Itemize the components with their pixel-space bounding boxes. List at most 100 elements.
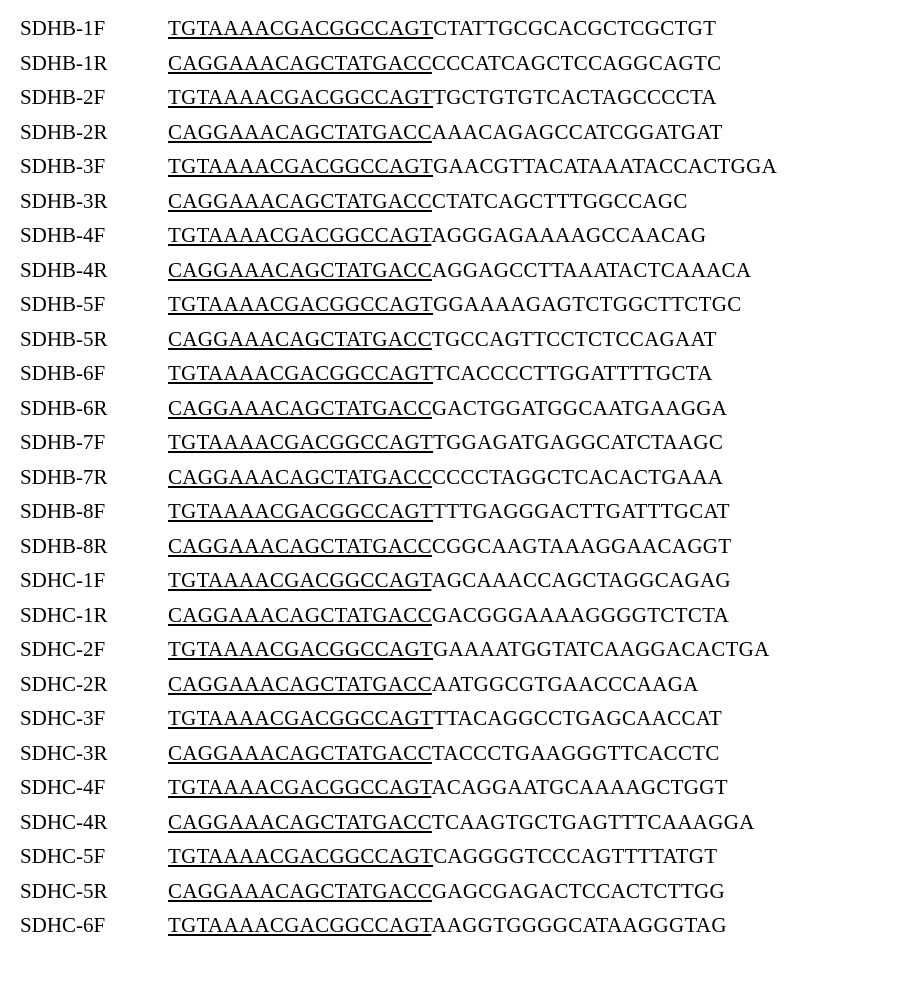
- primer-row: SDHB-1RCAGGAAACAGCTATGACCCCCATCAGCTCCAGG…: [20, 53, 887, 74]
- sequence-suffix: AAACAGAGCCATCGGATGAT: [432, 120, 723, 144]
- sequence-suffix: GAGCGAGACTCCACTCTTGG: [432, 879, 725, 903]
- sequence-prefix: TGTAAAACGACGGCCAGT: [168, 775, 431, 799]
- primer-label: SDHB-6R: [20, 398, 168, 419]
- sequence-suffix: TGCTGTGTCACTAGCCCCTA: [433, 85, 717, 109]
- primer-sequence: CAGGAAACAGCTATGACCAAACAGAGCCATCGGATGAT: [168, 122, 723, 143]
- primer-sequence: TGTAAAACGACGGCCAGTACAGGAATGCAAAAGCTGGT: [168, 777, 728, 798]
- primer-label: SDHB-2R: [20, 122, 168, 143]
- primer-row: SDHC-3RCAGGAAACAGCTATGACCTACCCTGAAGGGTTC…: [20, 743, 887, 764]
- primer-sequence: TGTAAAACGACGGCCAGTCAGGGGTCCCAGTTTTATGT: [168, 846, 717, 867]
- primer-sequence: TGTAAAACGACGGCCAGTAGGGAGAAAAGCCAACAG: [168, 225, 706, 246]
- primer-row: SDHB-3FTGTAAAACGACGGCCAGTGAACGTTACATAAAT…: [20, 156, 887, 177]
- primer-row: SDHB-5RCAGGAAACAGCTATGACCTGCCAGTTCCTCTCC…: [20, 329, 887, 350]
- primer-row: SDHC-4FTGTAAAACGACGGCCAGTACAGGAATGCAAAAG…: [20, 777, 887, 798]
- primer-sequence: TGTAAAACGACGGCCAGTTTTGAGGGACTTGATTTGCAT: [168, 501, 730, 522]
- sequence-suffix: TGCCAGTTCCTCTCCAGAAT: [432, 327, 717, 351]
- sequence-prefix: CAGGAAACAGCTATGACC: [168, 879, 432, 903]
- primer-sequence: TGTAAAACGACGGCCAGTCTATTGCGCACGCTCGCTGT: [168, 18, 716, 39]
- primer-sequence: TGTAAAACGACGGCCAGTTCACCCCTTGGATTTTGCTA: [168, 363, 713, 384]
- primer-label: SDHB-3R: [20, 191, 168, 212]
- primer-sequence: TGTAAAACGACGGCCAGTAGCAAACCAGCTAGGCAGAG: [168, 570, 731, 591]
- sequence-prefix: CAGGAAACAGCTATGACC: [168, 603, 432, 627]
- primer-label: SDHB-4R: [20, 260, 168, 281]
- primer-label: SDHB-1F: [20, 18, 168, 39]
- primer-row: SDHB-3RCAGGAAACAGCTATGACCCTATCAGCTTTGGCC…: [20, 191, 887, 212]
- primer-sequence: CAGGAAACAGCTATGACCCCCCTAGGCTCACACTGAAA: [168, 467, 723, 488]
- sequence-prefix: CAGGAAACAGCTATGACC: [168, 120, 432, 144]
- sequence-prefix: TGTAAAACGACGGCCAGT: [168, 292, 433, 316]
- sequence-prefix: CAGGAAACAGCTATGACC: [168, 327, 432, 351]
- primer-sequence: CAGGAAACAGCTATGACCTGCCAGTTCCTCTCCAGAAT: [168, 329, 717, 350]
- primer-row: SDHB-2FTGTAAAACGACGGCCAGTTGCTGTGTCACTAGC…: [20, 87, 887, 108]
- sequence-prefix: CAGGAAACAGCTATGACC: [168, 810, 432, 834]
- primer-label: SDHB-1R: [20, 53, 168, 74]
- primer-row: SDHC-2RCAGGAAACAGCTATGACCAATGGCGTGAACCCA…: [20, 674, 887, 695]
- primer-row: SDHB-4RCAGGAAACAGCTATGACCAGGAGCCTTAAATAC…: [20, 260, 887, 281]
- sequence-prefix: CAGGAAACAGCTATGACC: [168, 534, 432, 558]
- sequence-prefix: CAGGAAACAGCTATGACC: [168, 672, 432, 696]
- primer-sequence: CAGGAAACAGCTATGACCTCAAGTGCTGAGTTTCAAAGGA: [168, 812, 755, 833]
- primer-row: SDHB-7RCAGGAAACAGCTATGACCCCCCTAGGCTCACAC…: [20, 467, 887, 488]
- primer-sequence: CAGGAAACAGCTATGACCCTATCAGCTTTGGCCAGC: [168, 191, 688, 212]
- primer-row: SDHC-6FTGTAAAACGACGGCCAGTAAGGTGGGGCATAAG…: [20, 915, 887, 936]
- primer-row: SDHB-7FTGTAAAACGACGGCCAGTTGGAGATGAGGCATC…: [20, 432, 887, 453]
- primer-label: SDHC-6F: [20, 915, 168, 936]
- sequence-prefix: TGTAAAACGACGGCCAGT: [168, 844, 433, 868]
- primer-label: SDHB-4F: [20, 225, 168, 246]
- sequence-prefix: TGTAAAACGACGGCCAGT: [168, 568, 431, 592]
- sequence-suffix: GACGGGAAAAGGGGTCTCTA: [432, 603, 729, 627]
- primer-sequence: TGTAAAACGACGGCCAGTAAGGTGGGGCATAAGGGTAG: [168, 915, 727, 936]
- sequence-suffix: CTATTGCGCACGCTCGCTGT: [433, 16, 716, 40]
- sequence-prefix: CAGGAAACAGCTATGACC: [168, 396, 432, 420]
- sequence-suffix: TCAAGTGCTGAGTTTCAAAGGA: [432, 810, 755, 834]
- sequence-suffix: CCCCTAGGCTCACACTGAAA: [432, 465, 723, 489]
- sequence-prefix: TGTAAAACGACGGCCAGT: [168, 499, 433, 523]
- primer-row: SDHB-8FTGTAAAACGACGGCCAGTTTTGAGGGACTTGAT…: [20, 501, 887, 522]
- primer-label: SDHC-3F: [20, 708, 168, 729]
- sequence-suffix: TTTGAGGGACTTGATTTGCAT: [433, 499, 730, 523]
- primer-label: SDHB-8F: [20, 501, 168, 522]
- sequence-prefix: CAGGAAACAGCTATGACC: [168, 741, 432, 765]
- sequence-prefix: CAGGAAACAGCTATGACC: [168, 51, 432, 75]
- primer-label: SDHB-5F: [20, 294, 168, 315]
- primer-sequence: TGTAAAACGACGGCCAGTGGAAAAGAGTCTGGCTTCTGC: [168, 294, 742, 315]
- sequence-suffix: CTATCAGCTTTGGCCAGC: [432, 189, 688, 213]
- primer-row: SDHB-6FTGTAAAACGACGGCCAGTTCACCCCTTGGATTT…: [20, 363, 887, 384]
- primer-sequence: CAGGAAACAGCTATGACCGACGGGAAAAGGGGTCTCTA: [168, 605, 729, 626]
- sequence-prefix: TGTAAAACGACGGCCAGT: [168, 223, 431, 247]
- sequence-prefix: TGTAAAACGACGGCCAGT: [168, 637, 433, 661]
- primer-label: SDHB-2F: [20, 87, 168, 108]
- primer-row: SDHB-4FTGTAAAACGACGGCCAGTAGGGAGAAAAGCCAA…: [20, 225, 887, 246]
- primer-row: SDHC-5RCAGGAAACAGCTATGACCGAGCGAGACTCCACT…: [20, 881, 887, 902]
- primer-sequence: TGTAAAACGACGGCCAGTGAACGTTACATAAATACCACTG…: [168, 156, 777, 177]
- primer-sequence: CAGGAAACAGCTATGACCAGGAGCCTTAAATACTCAAACA: [168, 260, 751, 281]
- sequence-suffix: GAACGTTACATAAATACCACTGGA: [433, 154, 777, 178]
- primer-sequence: CAGGAAACAGCTATGACCGAGCGAGACTCCACTCTTGG: [168, 881, 725, 902]
- primer-row: SDHC-3FTGTAAAACGACGGCCAGTTTACAGGCCTGAGCA…: [20, 708, 887, 729]
- sequence-prefix: CAGGAAACAGCTATGACC: [168, 189, 432, 213]
- primer-label: SDHC-2F: [20, 639, 168, 660]
- primer-sequence: CAGGAAACAGCTATGACCGACTGGATGGCAATGAAGGA: [168, 398, 727, 419]
- primer-label: SDHC-4F: [20, 777, 168, 798]
- sequence-prefix: TGTAAAACGACGGCCAGT: [168, 430, 433, 454]
- sequence-prefix: CAGGAAACAGCTATGACC: [168, 258, 432, 282]
- primer-row: SDHB-6RCAGGAAACAGCTATGACCGACTGGATGGCAATG…: [20, 398, 887, 419]
- sequence-suffix: GAAAATGGTATCAAGGACACTGA: [433, 637, 770, 661]
- primer-label: SDHC-3R: [20, 743, 168, 764]
- sequence-prefix: TGTAAAACGACGGCCAGT: [168, 361, 433, 385]
- primer-sequence: TGTAAAACGACGGCCAGTGAAAATGGTATCAAGGACACTG…: [168, 639, 770, 660]
- primer-row: SDHB-2RCAGGAAACAGCTATGACCAAACAGAGCCATCGG…: [20, 122, 887, 143]
- primer-label: SDHB-6F: [20, 363, 168, 384]
- primer-sequence: CAGGAAACAGCTATGACCCCCATCAGCTCCAGGCAGTC: [168, 53, 721, 74]
- primer-row: SDHB-1FTGTAAAACGACGGCCAGTCTATTGCGCACGCTC…: [20, 18, 887, 39]
- primer-row: SDHC-4RCAGGAAACAGCTATGACCTCAAGTGCTGAGTTT…: [20, 812, 887, 833]
- primer-label: SDHC-1F: [20, 570, 168, 591]
- primer-label: SDHB-3F: [20, 156, 168, 177]
- primer-label: SDHC-5F: [20, 846, 168, 867]
- primer-label: SDHC-2R: [20, 674, 168, 695]
- primer-row: SDHC-1FTGTAAAACGACGGCCAGTAGCAAACCAGCTAGG…: [20, 570, 887, 591]
- primer-sequence: TGTAAAACGACGGCCAGTTTACAGGCCTGAGCAACCAT: [168, 708, 722, 729]
- primer-label: SDHB-5R: [20, 329, 168, 350]
- sequence-suffix: TTACAGGCCTGAGCAACCAT: [433, 706, 722, 730]
- sequence-prefix: CAGGAAACAGCTATGACC: [168, 465, 432, 489]
